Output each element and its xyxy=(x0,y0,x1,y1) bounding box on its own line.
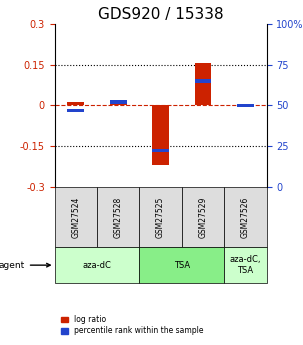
FancyBboxPatch shape xyxy=(55,187,97,247)
Bar xyxy=(237,104,254,107)
FancyBboxPatch shape xyxy=(139,247,224,283)
Bar xyxy=(195,79,211,82)
Bar xyxy=(110,102,127,105)
FancyBboxPatch shape xyxy=(182,187,224,247)
FancyBboxPatch shape xyxy=(139,187,182,247)
Title: GDS920 / 15338: GDS920 / 15338 xyxy=(98,7,223,22)
Text: aza-dC: aza-dC xyxy=(82,260,112,270)
Bar xyxy=(152,105,169,165)
FancyBboxPatch shape xyxy=(55,247,139,283)
Text: aza-dC,
TSA: aza-dC, TSA xyxy=(230,255,261,275)
FancyBboxPatch shape xyxy=(224,247,267,283)
Bar xyxy=(152,149,169,152)
FancyBboxPatch shape xyxy=(224,187,267,247)
Text: agent: agent xyxy=(0,260,50,270)
Legend: log ratio, percentile rank within the sample: log ratio, percentile rank within the sa… xyxy=(58,313,206,338)
Text: GSM27528: GSM27528 xyxy=(114,196,123,238)
Text: GSM27529: GSM27529 xyxy=(198,196,208,238)
Text: GSM27525: GSM27525 xyxy=(156,196,165,238)
FancyBboxPatch shape xyxy=(97,187,139,247)
Bar xyxy=(110,100,127,104)
Text: GSM27526: GSM27526 xyxy=(241,196,250,238)
Text: TSA: TSA xyxy=(174,260,190,270)
Bar xyxy=(67,109,84,112)
Bar xyxy=(67,102,84,105)
Text: GSM27524: GSM27524 xyxy=(71,196,80,238)
Bar xyxy=(195,62,211,105)
